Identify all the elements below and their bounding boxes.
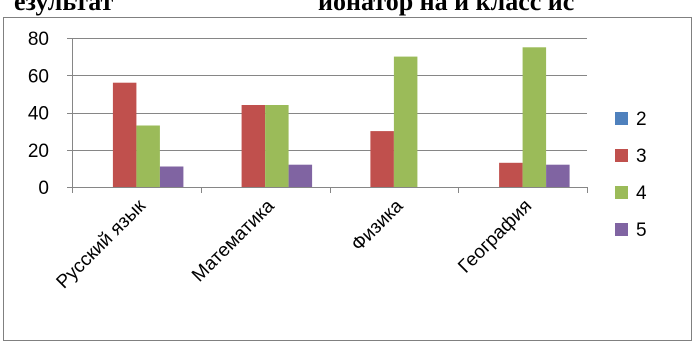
legend-label: 2 — [636, 109, 647, 130]
legend-label: 3 — [636, 146, 647, 167]
bar — [288, 164, 313, 187]
y-tick-label: 80 — [28, 29, 49, 50]
y-tick-label: 60 — [28, 66, 49, 87]
bar — [499, 162, 523, 187]
grid-lines — [72, 38, 587, 151]
axes — [67, 38, 588, 193]
bar — [546, 164, 570, 187]
page-heading: езультат ионатор на и класс ис — [14, 0, 574, 16]
bar — [112, 82, 137, 187]
y-tick-label: 40 — [28, 104, 49, 125]
bar — [136, 125, 160, 187]
legend-label: 5 — [636, 220, 647, 241]
bar — [159, 166, 184, 187]
legend-swatch — [615, 186, 628, 199]
legend-swatch — [615, 149, 628, 162]
legend: 2 3 4 5 — [615, 109, 647, 241]
bar — [393, 56, 418, 187]
y-tick-label: 0 — [38, 178, 49, 199]
bar — [265, 105, 289, 187]
y-tick-labels: 0 20 40 60 80 — [28, 29, 49, 199]
chart-area-border — [3, 17, 692, 341]
legend-swatch — [615, 112, 628, 125]
legend-swatch — [615, 223, 628, 236]
heading-right: ионатор на и класс ис — [318, 0, 574, 16]
heading-left: езультат — [14, 0, 114, 16]
legend-label: 4 — [636, 183, 647, 204]
bar — [522, 47, 547, 187]
bars — [112, 47, 570, 187]
bar — [241, 105, 266, 187]
y-tick-label: 20 — [28, 141, 49, 162]
bar — [370, 131, 394, 187]
